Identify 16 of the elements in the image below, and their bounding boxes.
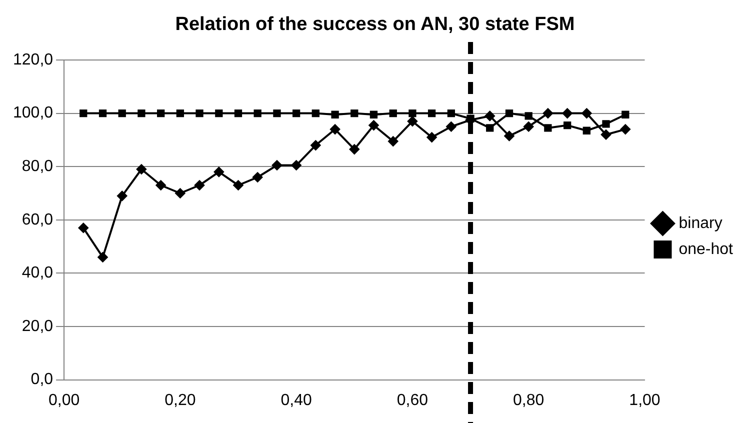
chart-title: Relation of the success on AN, 30 state FSM <box>174 14 576 36</box>
y-tick-label: 120,0 <box>12 51 54 68</box>
x-tick-label: 0,60 <box>396 392 428 409</box>
x-tick-label: 0,40 <box>280 392 312 409</box>
x-tick-label: 0,00 <box>48 392 80 409</box>
x-tick-label: 1,00 <box>629 392 660 409</box>
x-tick-label: 0,20 <box>164 392 196 409</box>
y-tick-label: 40,0 <box>22 264 54 282</box>
y-tick-label: 80,0 <box>22 158 54 176</box>
y-tick-label: 20,0 <box>22 318 54 335</box>
legend-label: binary <box>678 214 722 232</box>
y-tick-label: 0,0 <box>30 371 54 388</box>
y-tick-label: 100,0 <box>12 104 54 122</box>
legend-label: one-hot <box>678 240 734 258</box>
x-tick-label: 0,80 <box>513 392 544 409</box>
y-tick-label: 60,0 <box>22 211 54 228</box>
